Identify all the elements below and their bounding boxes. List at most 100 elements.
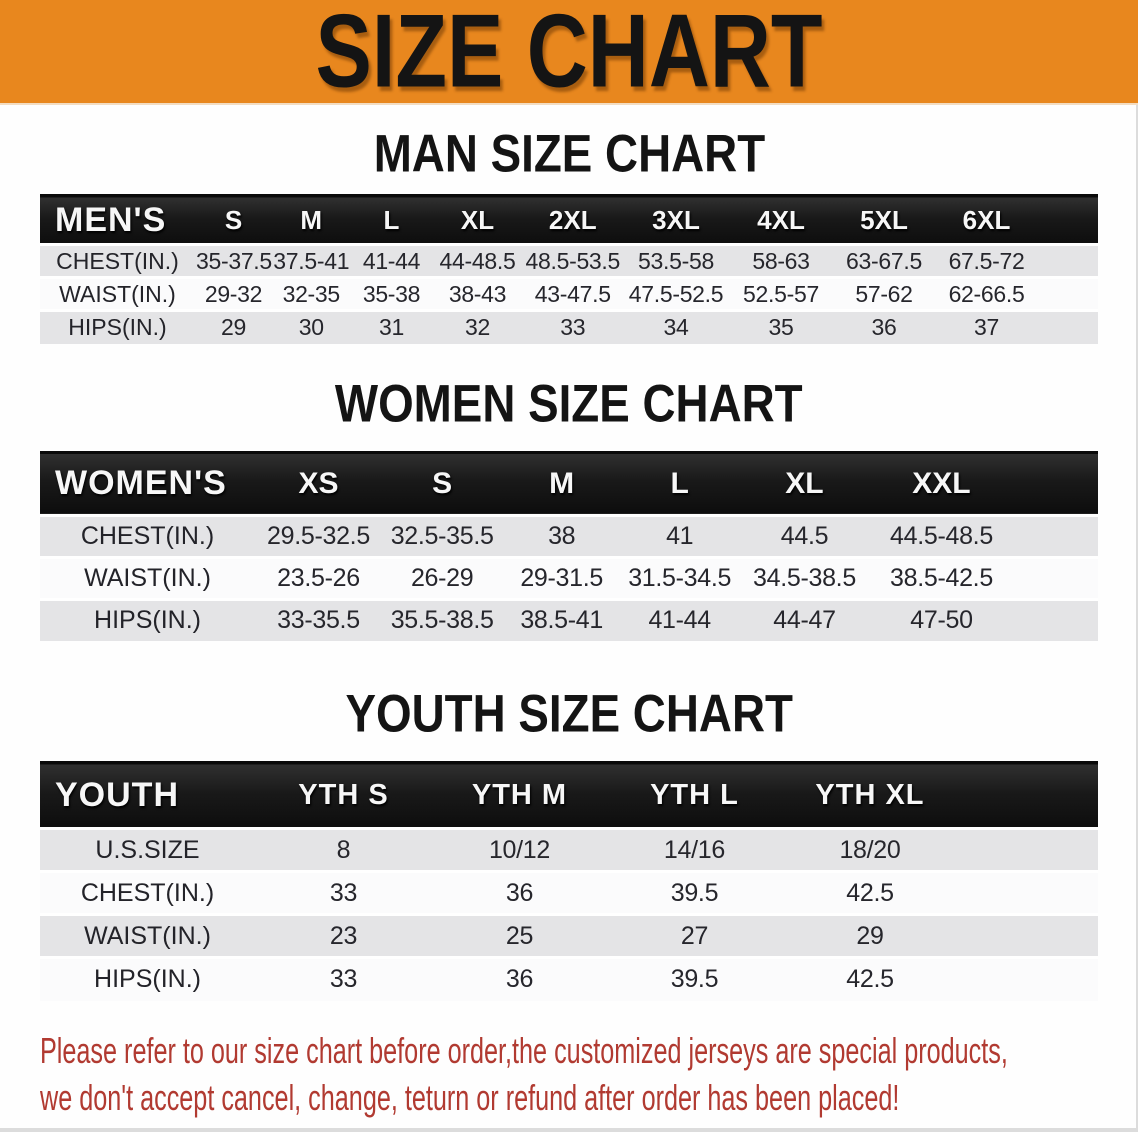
size-value-cell: 44.5-48.5	[889, 521, 993, 550]
size-value-cell: 33	[560, 314, 586, 341]
table-spacer	[1038, 311, 1098, 344]
women-header-row: WOMEN'S XS S M L XL XXL	[40, 450, 1098, 516]
table-spacer	[958, 829, 1098, 872]
size-value-cell: 67.5-72	[948, 247, 1025, 274]
size-value-cell: 39.5	[670, 878, 719, 907]
size-value-cell: 39.5	[670, 965, 719, 994]
table-spacer	[958, 761, 1098, 830]
men-header-row: MEN'S S M L XL 2XL 3XL 4XL 5XL 6XL	[40, 194, 1098, 246]
size-value-cell: 31	[379, 314, 404, 341]
size-column-header: YTH S	[254, 761, 432, 830]
size-column-header: XXL	[870, 450, 1013, 516]
size-value-cell: 29	[221, 314, 246, 341]
size-value-cell: 38.5-41	[520, 606, 604, 635]
table-row: CHEST(IN.) 33 36 39.5 42.5	[40, 871, 1098, 915]
section-heading-youth: YOUTH SIZE CHART	[40, 684, 1098, 744]
size-value-cell: 27	[680, 921, 709, 950]
table-spacer	[1038, 245, 1098, 278]
size-value-cell: 62-66.5	[948, 280, 1025, 307]
men-size-table: MEN'S S M L XL 2XL 3XL 4XL 5XL 6XL CHEST…	[40, 194, 1098, 344]
measurement-row-label: WAIST(IN.)	[84, 563, 211, 592]
size-column-header: YTH L	[606, 761, 782, 830]
size-value-cell: 29-31.5	[520, 563, 604, 592]
size-value-cell: 48.5-53.5	[525, 247, 621, 274]
size-value-cell: 47-50	[910, 606, 973, 635]
disclaimer-line-2: we don't accept cancel, change, teturn o…	[40, 1077, 900, 1119]
table-row: HIPS(IN.) 33-35.5 35.5-38.5 38.5-41 41-4…	[40, 599, 1098, 641]
size-value-cell: 44-48.5	[439, 247, 516, 274]
size-value-cell: 53.5-58	[638, 247, 714, 274]
section-heading-youth-text: YOUTH SIZE CHART	[345, 684, 793, 744]
section-heading-men: MAN SIZE CHART	[40, 124, 1098, 184]
size-value-cell: 58-63	[752, 247, 810, 274]
size-value-cell: 33	[329, 878, 358, 907]
size-column-header: L	[620, 450, 739, 516]
size-value-cell: 10/12	[488, 835, 550, 864]
size-value-cell: 25	[505, 921, 534, 950]
disclaimer-line-1: Please refer to our size chart before or…	[40, 1029, 1008, 1071]
size-column-header: S	[194, 194, 272, 246]
size-value-cell: 34.5-38.5	[752, 563, 856, 592]
size-column-header: M	[502, 450, 621, 516]
size-value-cell: 8	[336, 835, 351, 864]
size-value-cell: 33-35.5	[277, 606, 360, 635]
size-column-header: 6XL	[935, 194, 1039, 246]
measurement-row-label: CHEST(IN.)	[56, 247, 179, 274]
size-value-cell: 14/16	[663, 835, 725, 864]
size-value-cell: 44-47	[773, 606, 836, 635]
size-value-cell: 29	[856, 921, 884, 950]
size-column-header: XL	[738, 450, 871, 516]
banner-title: SIZE CHART	[315, 0, 823, 105]
measurement-row-label: WAIST(IN.)	[59, 280, 176, 307]
size-column-header: M	[272, 194, 351, 246]
size-value-cell: 37.5-41	[273, 247, 350, 274]
size-value-cell: 35-37.5	[195, 247, 272, 274]
size-value-cell: 33	[329, 965, 358, 994]
size-column-header: 5XL	[833, 194, 935, 246]
section-heading-women: WOMEN SIZE CHART	[40, 377, 1098, 430]
size-value-cell: 36	[505, 965, 534, 994]
size-value-cell: 52.5-57	[743, 280, 819, 307]
size-value-cell: 35-38	[362, 280, 421, 307]
size-column-header: YTH XL	[781, 761, 958, 830]
table-spacer	[1038, 278, 1098, 311]
measurement-row-label: HIPS(IN.)	[94, 965, 201, 994]
youth-header-row: YOUTH YTH S YTH M YTH L YTH XL	[40, 761, 1098, 830]
size-value-cell: 31.5-34.5	[628, 563, 732, 592]
measurement-row-label: CHEST(IN.)	[80, 521, 215, 550]
table-row: CHEST(IN.) 35-37.5 37.5-41 41-44 44-48.5…	[40, 244, 1098, 278]
size-value-cell: 43-47.5	[534, 280, 611, 307]
youth-size-table: YOUTH YTH S YTH M YTH L YTH XL U.S.SIZE …	[40, 761, 1098, 1001]
measurement-row-label: HIPS(IN.)	[68, 314, 167, 341]
size-column-header: 3XL	[623, 194, 730, 246]
size-value-cell: 41-44	[648, 606, 711, 635]
table-row: HIPS(IN.) 29 30 31 32 33 34 35 36 37	[40, 310, 1098, 344]
measurement-row-label: HIPS(IN.)	[94, 606, 201, 635]
table-spacer	[1012, 450, 1098, 516]
size-value-cell: 29.5-32.5	[266, 521, 370, 550]
size-value-cell: 26-29	[410, 563, 474, 592]
size-value-cell: 42.5	[846, 965, 894, 994]
size-value-cell: 41-44	[362, 247, 421, 274]
size-value-cell: 63-67.5	[846, 247, 922, 274]
size-column-header: S	[381, 450, 503, 516]
table-spacer	[1012, 599, 1098, 641]
size-value-cell: 23.5-26	[277, 563, 360, 592]
section-heading-men-text: MAN SIZE CHART	[373, 124, 765, 184]
measurement-row-label: U.S.SIZE	[95, 835, 200, 864]
size-value-cell: 29-32	[204, 280, 263, 307]
size-value-cell: 35	[768, 314, 794, 341]
size-value-cell: 35.5-38.5	[390, 606, 494, 635]
table-row: WAIST(IN.) 23 25 27 29	[40, 914, 1098, 958]
size-column-header: 2XL	[522, 194, 624, 246]
size-value-cell: 37	[974, 314, 1000, 341]
size-value-cell: 36	[871, 314, 897, 341]
size-value-cell: 42.5	[846, 878, 894, 907]
size-column-header: XS	[254, 450, 382, 516]
table-row: CHEST(IN.) 29.5-32.5 32.5-35.5 38 41 44.…	[40, 515, 1098, 557]
table-row: WAIST(IN.) 29-32 32-35 35-38 38-43 43-47…	[40, 277, 1098, 311]
table-group-label: MEN'S	[40, 194, 195, 246]
table-group-label: WOMEN'S	[40, 450, 255, 516]
size-value-cell: 41	[666, 521, 694, 550]
